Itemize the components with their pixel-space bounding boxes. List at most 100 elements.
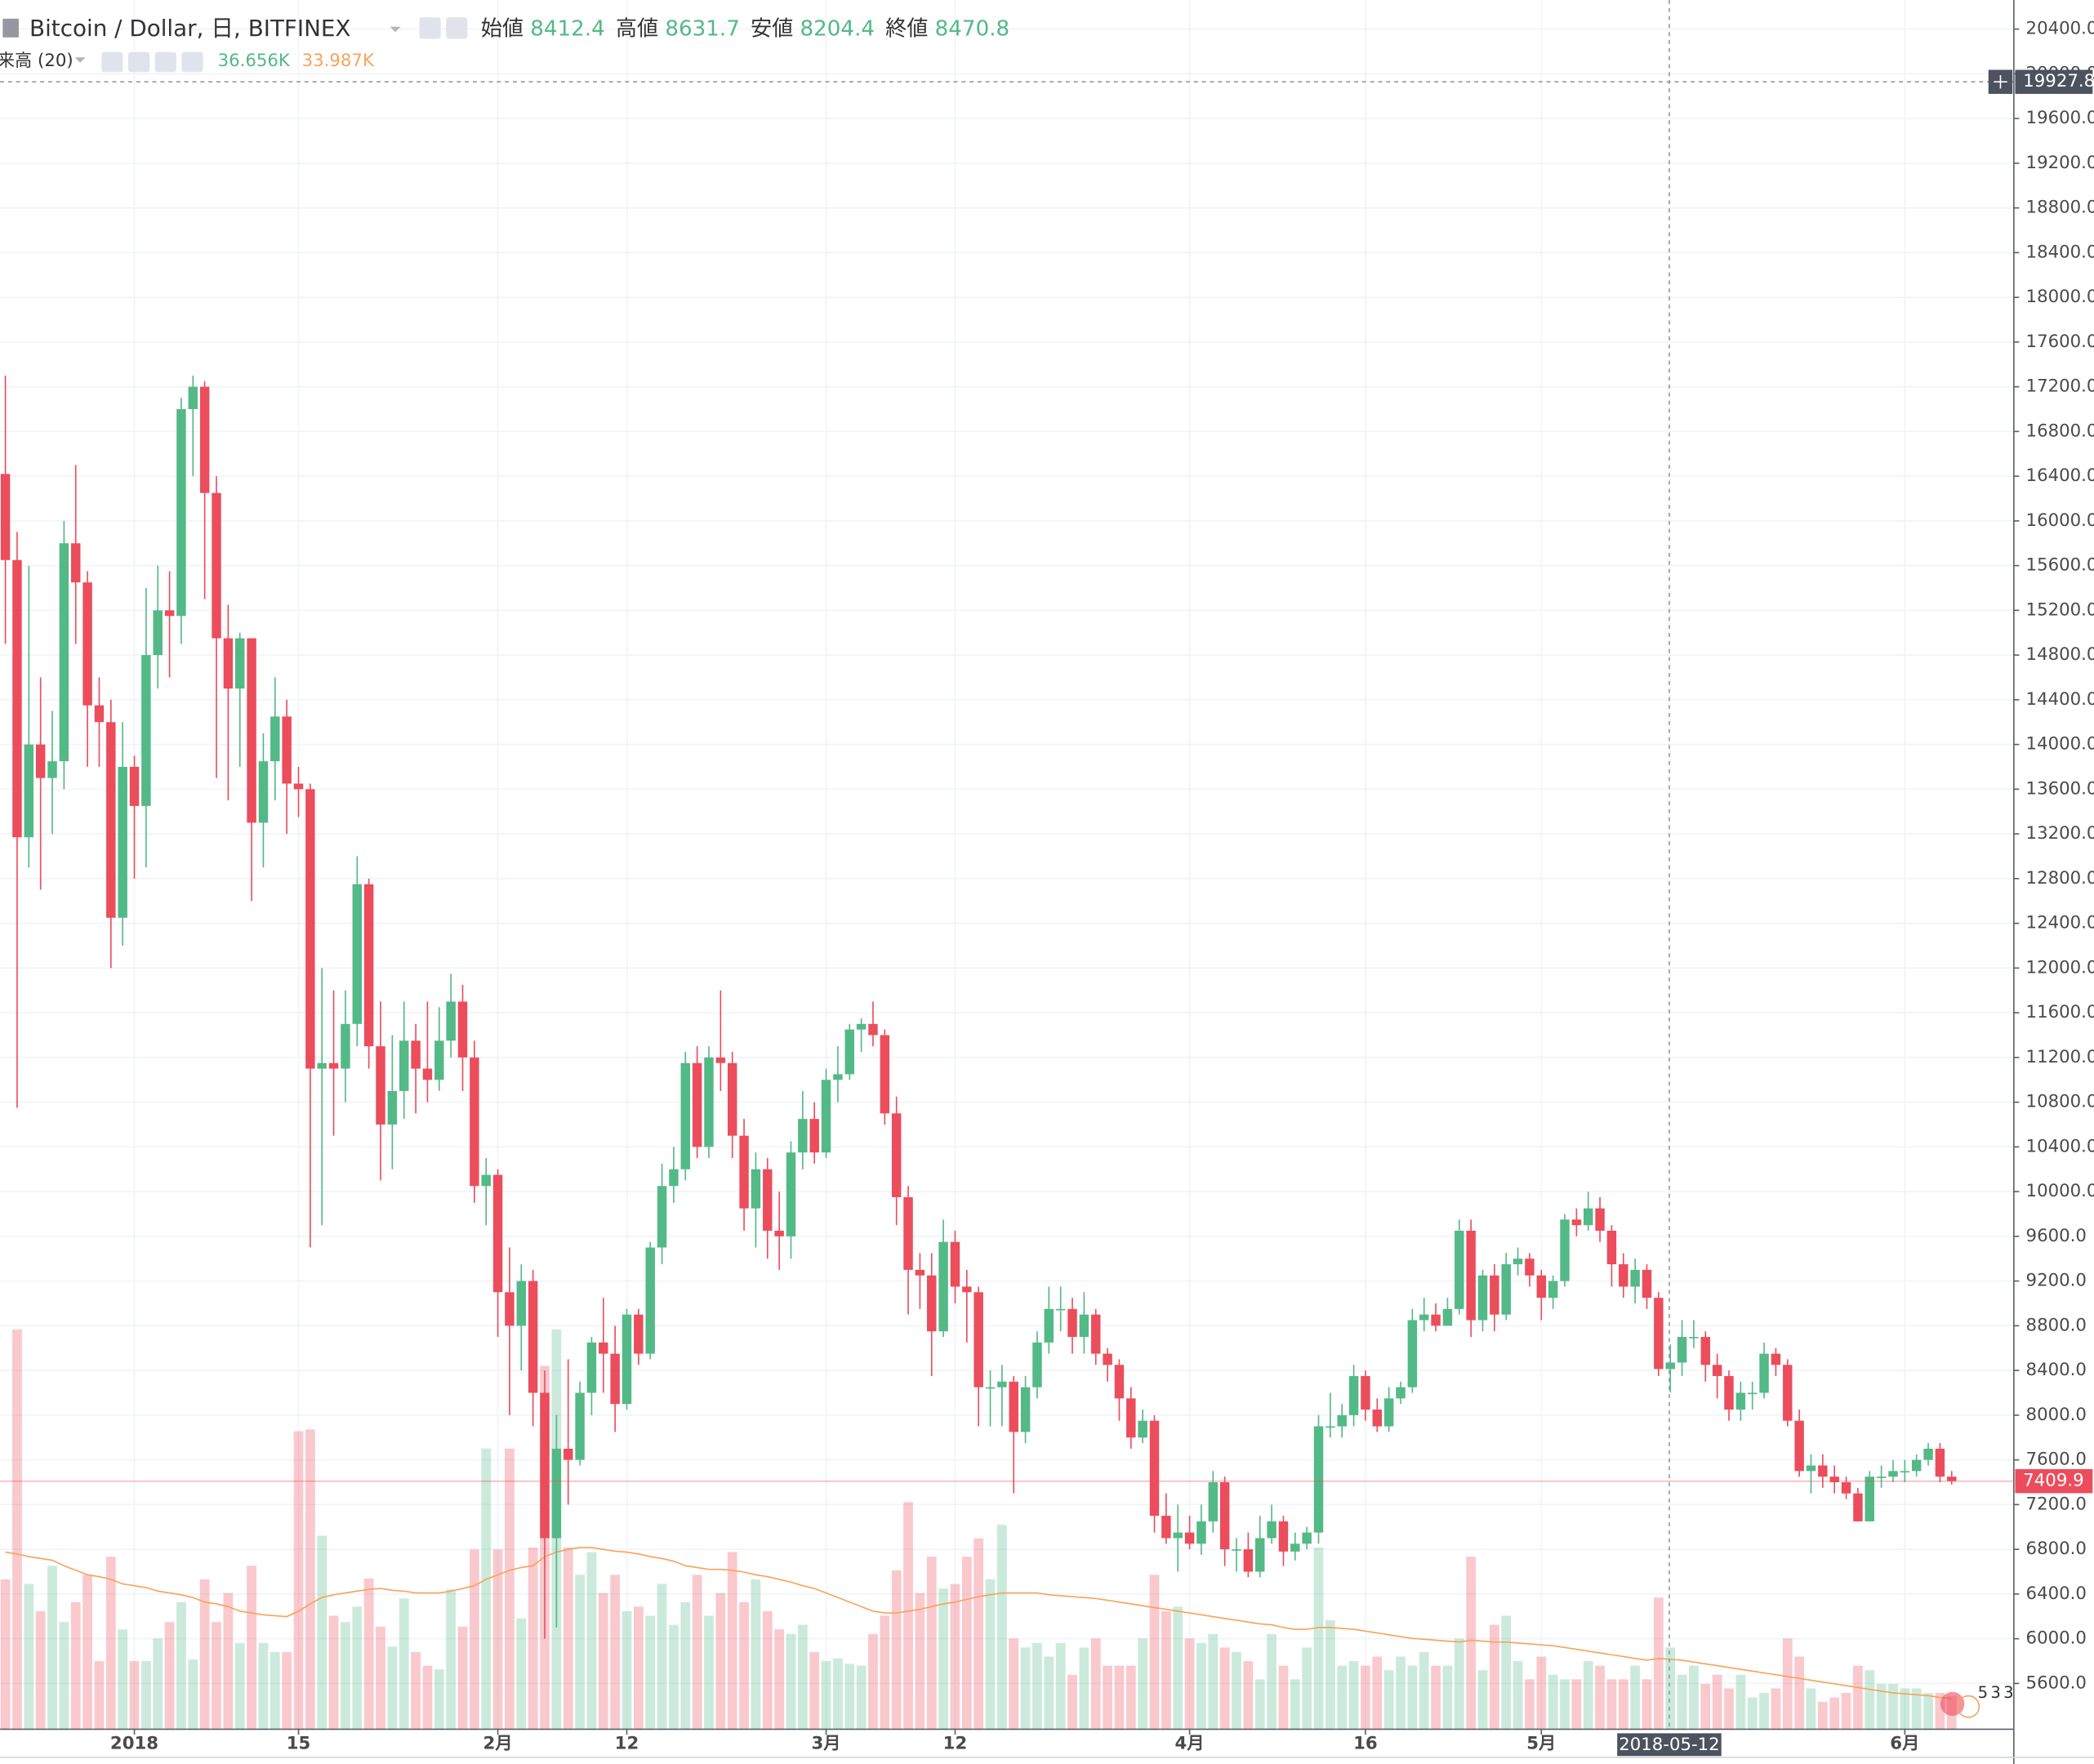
visibility-button[interactable]: [419, 17, 441, 39]
candle-body: [1055, 1308, 1066, 1311]
volume-bar: [1173, 1606, 1183, 1730]
volume-bar: [1841, 1692, 1851, 1730]
volume-bar: [1876, 1683, 1887, 1730]
settings-button[interactable]: [446, 17, 468, 39]
close-button[interactable]: [181, 51, 203, 73]
volume-bar: [234, 1642, 245, 1730]
volume-bar: [1806, 1688, 1816, 1730]
candle-body: [786, 1152, 796, 1236]
y-tick-label: 6800.0: [2026, 1539, 2087, 1559]
volume-bar: [926, 1557, 937, 1730]
volume-bar: [727, 1552, 737, 1730]
settings-button[interactable]: [128, 51, 150, 73]
y-tick-label: 18000.0: [2026, 287, 2094, 307]
dropdown-icon[interactable]: [74, 57, 86, 63]
volume-bar: [258, 1642, 269, 1730]
add-button[interactable]: [154, 51, 176, 73]
candle-body: [1560, 1219, 1570, 1281]
volume-bar: [1431, 1665, 1441, 1730]
volume-bar: [469, 1549, 479, 1730]
candle-body: [1888, 1471, 1898, 1477]
y-tick-label: 6000.0: [2026, 1628, 2087, 1649]
candle-body: [880, 1035, 890, 1114]
y-tick-label: 12400.0: [2026, 913, 2094, 933]
dropdown-icon[interactable]: [390, 26, 401, 33]
event-icon[interactable]: [1957, 1695, 1980, 1718]
candle-body: [833, 1074, 843, 1080]
volume-bar: [622, 1610, 632, 1730]
volume-bar: [1712, 1674, 1722, 1730]
volume-bar: [457, 1626, 468, 1730]
volume-bar: [786, 1633, 796, 1730]
volume-bar: [809, 1651, 820, 1730]
candle-body: [1466, 1231, 1476, 1321]
candle-body: [751, 1169, 761, 1209]
candle-body: [1103, 1353, 1112, 1365]
volume-bar: [352, 1606, 363, 1730]
volume-bar: [1090, 1638, 1101, 1730]
volume-bar: [692, 1575, 702, 1730]
candle-body: [575, 1392, 585, 1460]
candle-body: [1020, 1387, 1031, 1432]
volume-bar: [1888, 1683, 1898, 1730]
crosshair-date-box: [1617, 1733, 1722, 1757]
volume-bar: [1653, 1597, 1664, 1730]
volume-bar: [270, 1651, 280, 1730]
candle-body: [387, 1090, 398, 1125]
volume-bar: [164, 1622, 175, 1730]
volume-bar: [328, 1615, 339, 1730]
volume-bar: [669, 1624, 679, 1730]
volume-bar: [751, 1579, 761, 1730]
candle-body: [1208, 1481, 1219, 1521]
volume-bar: [1196, 1642, 1206, 1730]
candle-body: [868, 1023, 878, 1036]
volume-bar: [1254, 1679, 1265, 1730]
candle-body: [856, 1023, 867, 1030]
ohlc-value: 8412.4: [530, 16, 605, 41]
volume-bar: [1595, 1665, 1605, 1730]
volume-bar: [94, 1661, 105, 1730]
volume-bar: [363, 1578, 374, 1730]
volume-bar: [516, 1618, 527, 1730]
candle-body: [1361, 1375, 1370, 1410]
y-tick-label: 16000.0: [2026, 510, 2094, 531]
volume-bar: [856, 1665, 867, 1730]
volume-bar: [1361, 1665, 1370, 1730]
candle-body: [1232, 1549, 1241, 1551]
volume-bar: [1372, 1656, 1383, 1730]
candle-body: [470, 1057, 479, 1187]
visibility-button[interactable]: [101, 51, 123, 73]
candle-body: [774, 1231, 784, 1236]
candle-body: [1219, 1481, 1230, 1550]
volume-bar: [598, 1592, 608, 1730]
volume-bar: [129, 1661, 140, 1730]
volume-bar: [47, 1566, 57, 1730]
candle-body: [446, 1001, 456, 1041]
y-tick-label: 20400.0: [2026, 19, 2094, 39]
volume-bar: [376, 1626, 385, 1730]
volume-bar: [1020, 1647, 1031, 1730]
volume-bar: [704, 1615, 714, 1730]
event-icon[interactable]: [1940, 1691, 1965, 1717]
volume-bar: [528, 1547, 538, 1730]
candle-body: [927, 1275, 937, 1332]
volume-bar: [305, 1429, 315, 1730]
volume-bar: [1548, 1674, 1558, 1730]
candle-body: [1606, 1231, 1617, 1265]
candle-body: [1712, 1365, 1722, 1376]
candle-body: [1747, 1392, 1758, 1395]
x-tick-label: 16: [1353, 1733, 1378, 1753]
y-tick-label: 15200.0: [2026, 599, 2094, 620]
candle-body: [82, 582, 92, 706]
candle-body: [1477, 1275, 1488, 1321]
volume-bar: [293, 1431, 304, 1730]
volume-bar: [880, 1615, 890, 1730]
volume-bar: [70, 1601, 81, 1730]
last-price-box: [2015, 1468, 2093, 1494]
candle-body: [59, 543, 69, 762]
candle-body: [1396, 1387, 1406, 1399]
volume-bar: [446, 1589, 457, 1730]
y-tick-label: 15600.0: [2026, 555, 2094, 576]
volume-bar: [1642, 1679, 1652, 1730]
candle-body: [434, 1040, 444, 1080]
